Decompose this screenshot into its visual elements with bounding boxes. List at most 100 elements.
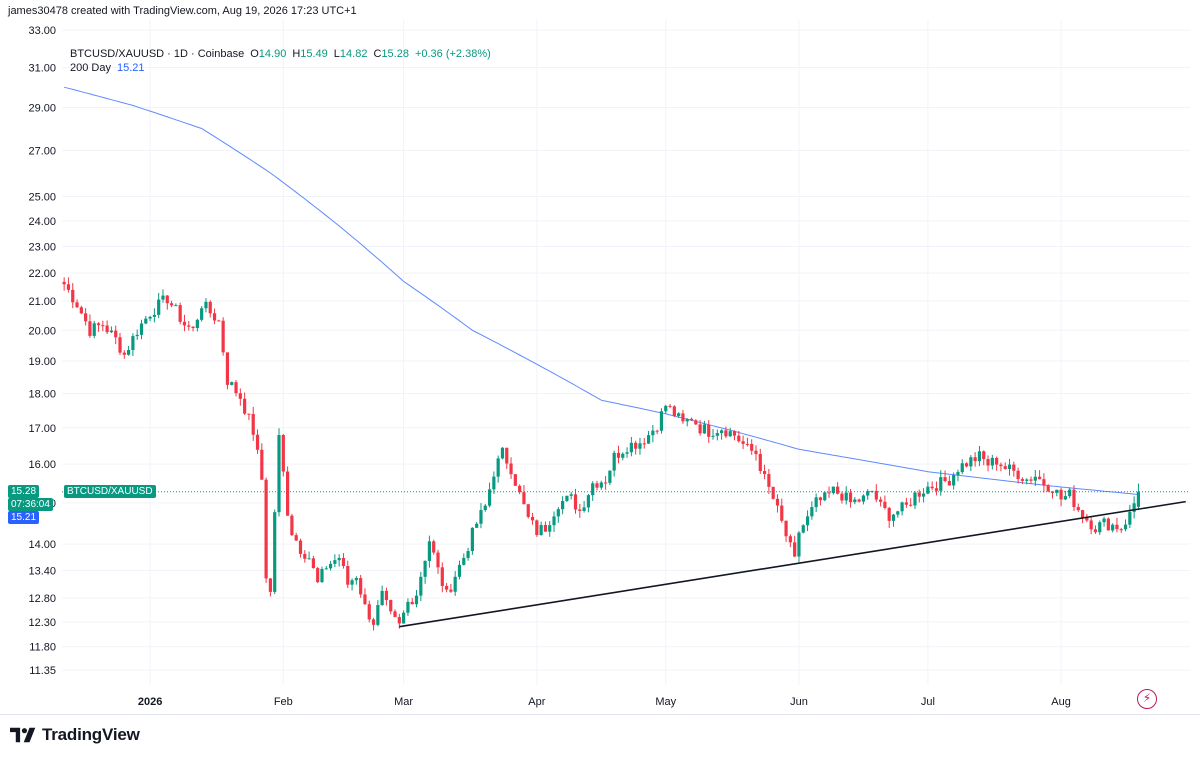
candle-body — [990, 457, 994, 466]
x-tick-label: Mar — [394, 696, 413, 708]
candle-body — [651, 430, 655, 436]
x-tick-label: Jul — [921, 696, 935, 708]
candle-body — [333, 560, 337, 564]
candle-body — [805, 516, 810, 526]
candle-body — [1033, 476, 1037, 481]
candle-body — [432, 541, 436, 553]
candle-body — [1076, 507, 1080, 511]
chart-canvas[interactable]: 33.00 31.00 29.00 27.00 25.00 24.00 23.00 22.00… — [0, 20, 1200, 714]
candle-body — [758, 454, 762, 472]
y-tick-label: 25.00 — [28, 191, 56, 203]
candles — [62, 277, 1141, 631]
candle-body — [462, 557, 466, 565]
candle-body — [578, 509, 582, 511]
price-chart[interactable]: 33.00 31.00 29.00 27.00 25.00 24.00 23.00 22.00… — [0, 20, 1200, 714]
candle-body — [1055, 489, 1059, 493]
candle-body — [397, 617, 401, 624]
candle-body — [737, 435, 741, 442]
candle-body — [402, 612, 406, 624]
footer-bar: TradingView — [0, 714, 1200, 759]
legend-change: +0.36 (+2.38%) — [414, 48, 491, 60]
candle-body — [655, 430, 659, 432]
y-tick-label: 13.40 — [28, 565, 56, 577]
candle-body — [771, 486, 775, 499]
candle-body — [346, 566, 350, 585]
candle-body — [518, 485, 522, 493]
candle-body — [1038, 476, 1042, 480]
candle-body — [487, 489, 492, 506]
x-tick-label: Aug — [1051, 696, 1071, 708]
candle-body — [921, 493, 926, 497]
candle-body — [122, 352, 126, 355]
candle-body — [728, 431, 732, 437]
y-tick-label: 33.00 — [28, 25, 56, 37]
candle-body — [1046, 485, 1050, 492]
candle-body — [848, 492, 853, 503]
candle-body — [664, 405, 668, 412]
candle-body — [793, 542, 797, 557]
logo-text: TradingView — [42, 725, 140, 744]
candle-body — [440, 567, 444, 586]
candle-body — [595, 483, 599, 488]
symbol-price-tag: BTCUSD/XAUUSD — [64, 484, 156, 498]
candle-body — [427, 541, 432, 561]
candle-body — [1119, 529, 1123, 531]
candle-body — [71, 289, 75, 303]
y-tick-label: 21.00 — [28, 296, 56, 308]
candle-body — [1063, 496, 1067, 500]
candle-body — [964, 463, 969, 467]
candle-body — [603, 482, 608, 484]
candle-body — [479, 510, 483, 524]
candle-body — [952, 475, 956, 486]
candle-body — [853, 499, 857, 503]
candle-body — [307, 558, 311, 560]
candle-body — [414, 595, 419, 605]
tradingview-logo[interactable]: TradingView — [10, 725, 140, 745]
candle-body — [724, 430, 728, 437]
candle-body — [668, 405, 672, 407]
candle-body — [526, 504, 530, 517]
candle-body — [457, 564, 462, 577]
candle-body — [707, 424, 711, 437]
candle-body — [827, 492, 831, 494]
candle-body — [702, 424, 707, 434]
candle-body — [646, 435, 651, 444]
candle-body — [1007, 464, 1012, 469]
candle-body — [444, 585, 449, 590]
y-tick-label: 23.00 — [28, 241, 56, 253]
candle-body — [879, 499, 883, 502]
support-trendline[interactable] — [399, 500, 1186, 628]
candle-body — [1068, 489, 1072, 497]
y-tick-label: 16.00 — [28, 459, 56, 471]
candle-body — [298, 540, 303, 554]
candle-body — [891, 514, 896, 521]
candle-body — [260, 449, 264, 480]
trendline-layer — [399, 500, 1186, 628]
legend-open-value: 14.90 — [258, 48, 287, 60]
candle-body — [371, 619, 376, 625]
lightning-icon[interactable]: ⚡ — [1137, 689, 1157, 709]
candle-body — [359, 578, 363, 595]
candle-body — [320, 568, 324, 583]
candle-body — [810, 507, 814, 517]
candle-body — [995, 457, 999, 465]
candle-body — [1128, 511, 1132, 525]
candle-body — [496, 458, 500, 477]
candle-body — [750, 443, 754, 451]
candle-body — [513, 474, 517, 486]
candle-body — [530, 516, 535, 521]
candle-body — [191, 326, 195, 329]
candle-body — [930, 486, 934, 489]
candle-body — [187, 325, 191, 327]
candle-body — [569, 494, 573, 496]
candle-body — [79, 307, 83, 314]
candle-body — [1020, 479, 1025, 481]
candle-body — [1136, 491, 1141, 507]
candle-body — [934, 488, 939, 491]
candle-body — [436, 552, 440, 568]
candle-body — [1072, 489, 1076, 508]
candle-body — [200, 308, 204, 320]
candle-body — [1132, 503, 1136, 512]
candle-body — [169, 303, 174, 306]
y-tick-label: 31.00 — [28, 62, 56, 74]
